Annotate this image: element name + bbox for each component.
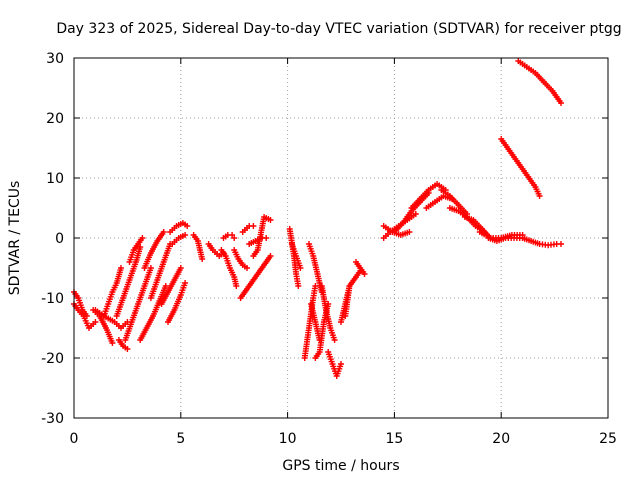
data-point xyxy=(267,217,274,223)
data-point xyxy=(162,283,169,289)
y-axis-label: SDTVAR / TECUs xyxy=(7,181,23,296)
x-tick-label: 10 xyxy=(279,431,297,447)
tick-label-layer: 0 5 10 15 20 25 -30 -20 -10 0 10 20 30 xyxy=(41,51,617,447)
data-point xyxy=(267,253,274,259)
data-point xyxy=(177,265,184,271)
series-arc20 xyxy=(220,232,238,241)
plot-frame xyxy=(73,57,609,419)
series-arc13 xyxy=(158,265,184,307)
data-point xyxy=(295,283,302,289)
series-arc17 xyxy=(190,232,206,262)
y-tick-label: 0 xyxy=(55,231,64,247)
series-arc02 xyxy=(71,301,99,331)
data-point xyxy=(184,223,191,229)
data-point xyxy=(231,235,238,241)
series-arc42 xyxy=(438,187,470,217)
series-arc49 xyxy=(515,58,564,106)
data-point xyxy=(558,241,564,247)
series-arc04 xyxy=(92,307,131,331)
y-tick-label: -20 xyxy=(41,351,64,367)
x-tick-label: 20 xyxy=(492,431,510,447)
data-point xyxy=(182,232,189,238)
y-tick-label: 20 xyxy=(46,111,64,127)
x-axis-label: GPS time / hours xyxy=(282,458,399,474)
series-arc05 xyxy=(100,265,124,319)
series-arc38 xyxy=(380,223,413,238)
data-point xyxy=(331,337,338,343)
data-point xyxy=(361,271,368,277)
series-arc28 xyxy=(301,283,319,361)
series-arc39 xyxy=(391,190,432,235)
series-arc12 xyxy=(147,241,174,301)
x-tick-label: 25 xyxy=(599,431,617,447)
series-arc36 xyxy=(353,259,368,277)
series-arc35 xyxy=(342,268,364,319)
series-arc47 xyxy=(519,235,564,249)
data-point xyxy=(92,319,99,325)
data-point xyxy=(244,265,250,271)
points-layer xyxy=(71,58,564,379)
grid-layer xyxy=(74,58,608,418)
series-arc10 xyxy=(137,283,169,343)
series-arc09 xyxy=(126,235,146,265)
series-arc19 xyxy=(218,247,240,289)
series-arc22 xyxy=(239,223,257,235)
data-point xyxy=(558,100,564,106)
data-point xyxy=(536,193,543,199)
series-arc14 xyxy=(165,280,189,325)
y-tick-label: 30 xyxy=(46,51,64,67)
chart-title: Day 323 of 2025, Sidereal Day-to-day VTE… xyxy=(56,21,621,37)
series-arc29 xyxy=(306,241,325,295)
series-arc24 xyxy=(250,214,274,259)
data-point xyxy=(199,256,206,262)
data-point xyxy=(124,346,131,352)
data-point xyxy=(160,229,167,235)
x-tick-label: 0 xyxy=(70,431,79,447)
series-arc48 xyxy=(498,136,543,199)
x-tick-label: 5 xyxy=(176,431,185,447)
y-tick-label: -30 xyxy=(41,411,64,427)
series-arc16 xyxy=(169,232,189,247)
data-point xyxy=(406,229,413,235)
x-tick-label: 15 xyxy=(385,431,403,447)
series-arc27 xyxy=(288,241,304,271)
series-arc26 xyxy=(286,226,302,289)
series-arc06 xyxy=(113,244,144,319)
data-point xyxy=(233,283,240,289)
series-arc21 xyxy=(231,247,250,271)
data-point xyxy=(139,235,146,241)
series-arc32 xyxy=(318,283,338,343)
data-point xyxy=(263,235,270,241)
series-arc07 xyxy=(115,337,131,352)
data-point xyxy=(338,361,344,367)
data-point xyxy=(250,223,257,229)
series-arc08 xyxy=(122,265,154,343)
series-arc11 xyxy=(141,229,167,271)
data-point xyxy=(118,265,124,271)
data-point xyxy=(109,340,116,346)
y-tick-label: -10 xyxy=(41,291,64,307)
series-arc15 xyxy=(167,220,191,235)
data-point xyxy=(297,265,304,271)
data-point xyxy=(147,265,154,271)
data-point xyxy=(182,280,189,286)
data-point xyxy=(412,211,419,217)
series-arc33 xyxy=(325,349,344,379)
series-arc25 xyxy=(237,253,274,301)
y-tick-label: 10 xyxy=(46,171,64,187)
